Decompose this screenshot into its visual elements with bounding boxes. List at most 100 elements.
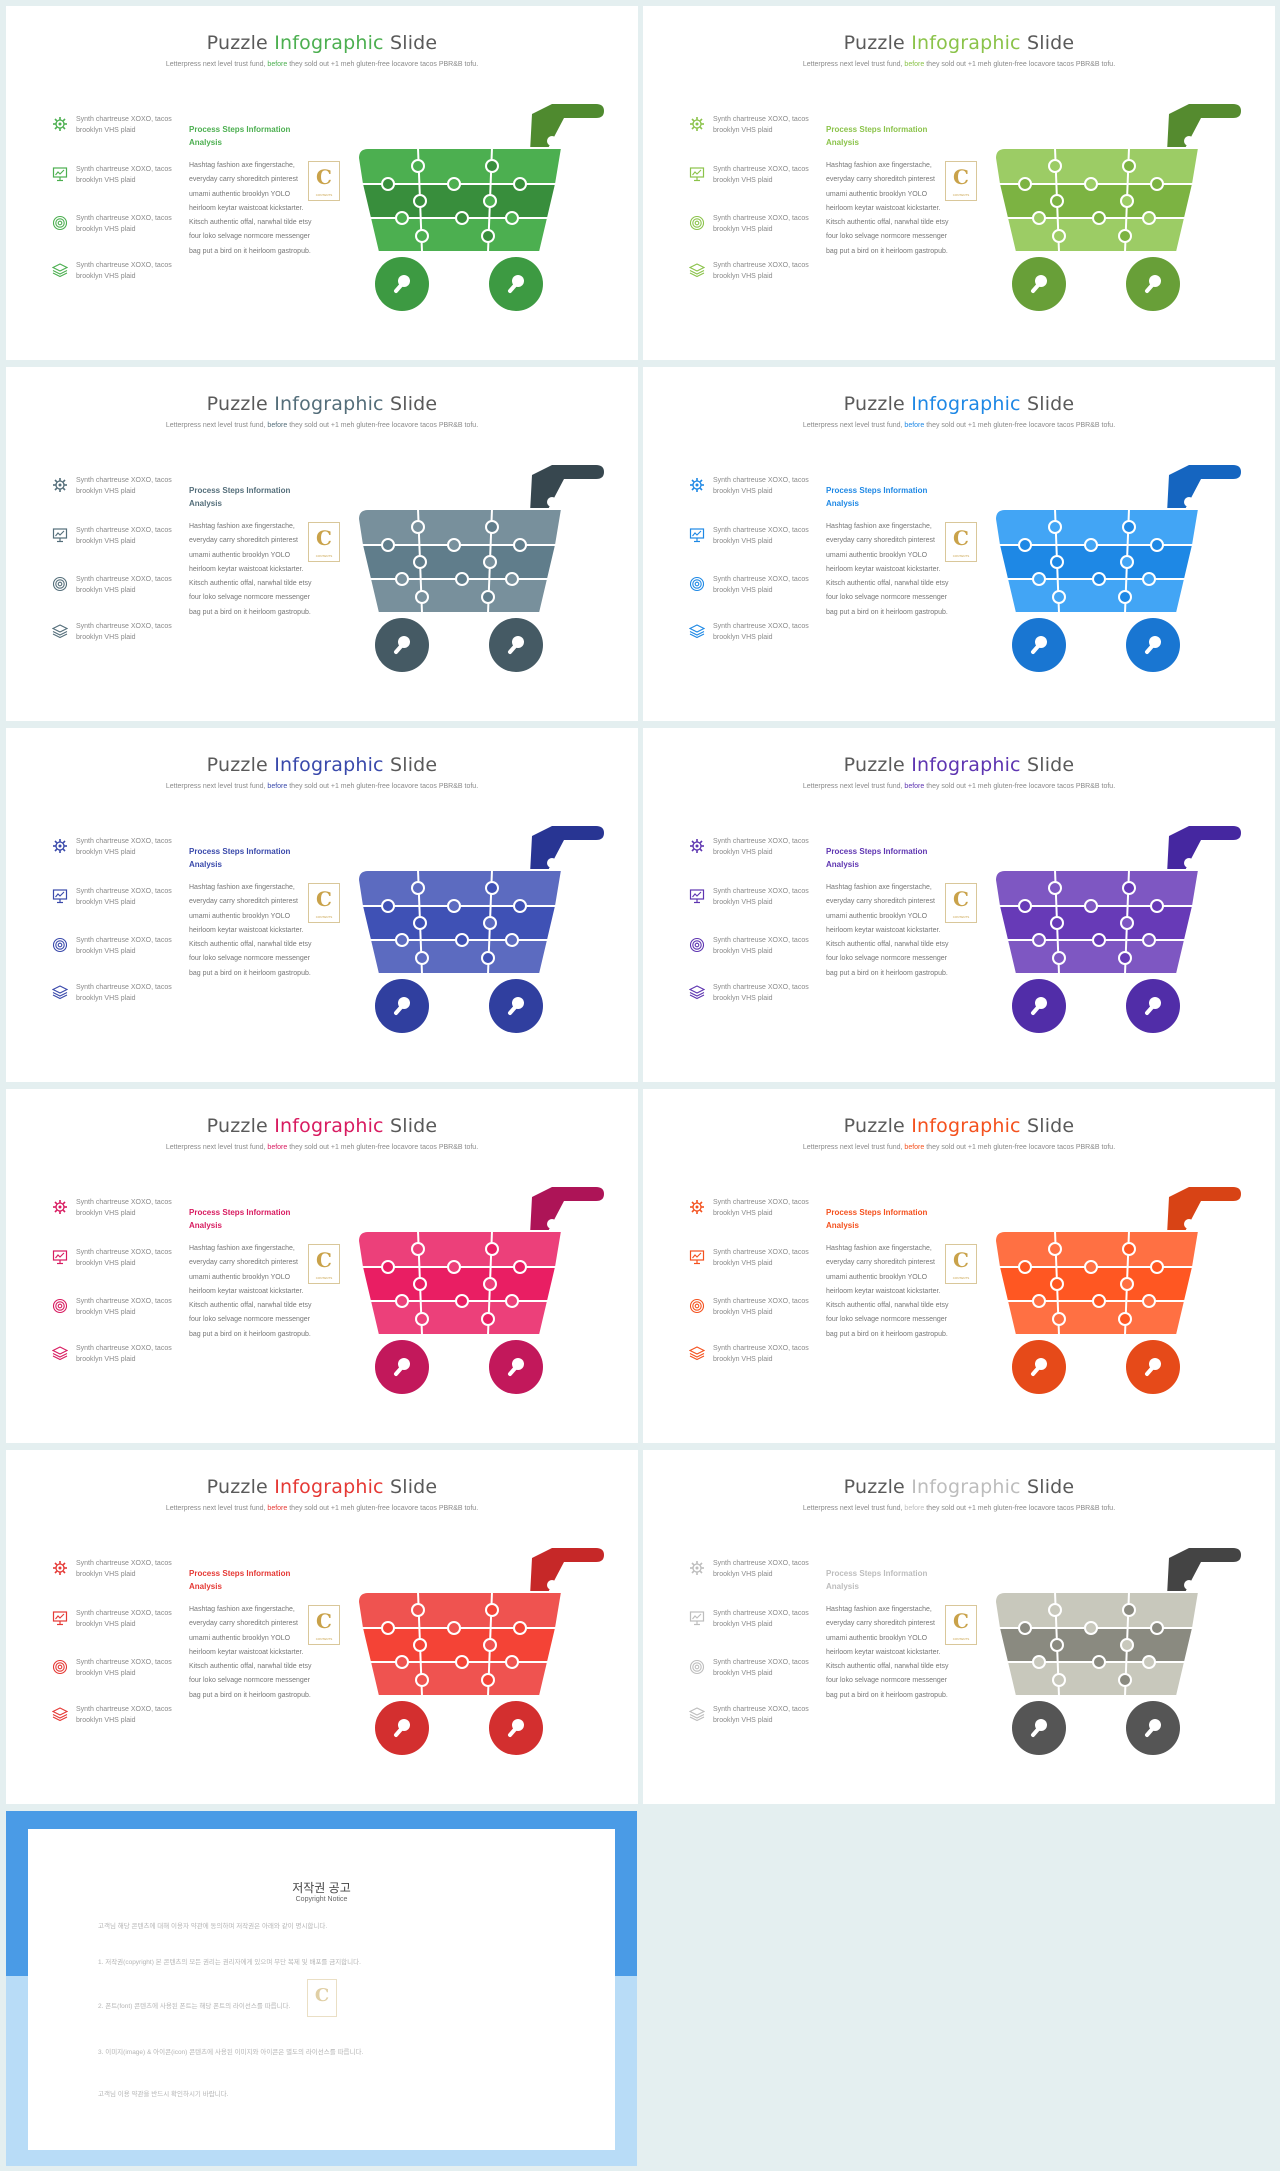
notice-image-icon: 3. 이미지(image) & 아이콘(icon) 콘텐츠에 사용된 이미지와 …	[98, 2049, 364, 2056]
puzzle-slide: Puzzle Infographic Slide Letterpress next…	[643, 1089, 1275, 1443]
process-body: Hashtag fashion axe fingerstache, everyd…	[826, 523, 949, 616]
feature-text: Synth chartreuse XOXO, tacos brooklyn VH…	[713, 937, 809, 955]
shopping-cart-puzzle	[993, 1548, 1241, 1755]
feature-item: Synth chartreuse XOXO, tacos brooklyn VH…	[52, 213, 182, 243]
feature-item: Synth chartreuse XOXO, tacos brooklyn VH…	[52, 1296, 182, 1326]
puzzle-slide: Puzzle Infographic Slide Letterpress next…	[643, 1450, 1275, 1804]
feature-text: Synth chartreuse XOXO, tacos brooklyn VH…	[76, 1560, 172, 1578]
feature-text: Synth chartreuse XOXO, tacos brooklyn VH…	[76, 1199, 172, 1217]
slide-title: Puzzle Infographic Slide	[206, 1476, 438, 1498]
feature-item: Synth chartreuse XOXO, tacos brooklyn VH…	[52, 260, 182, 290]
feature-item: Synth chartreuse XOXO, tacos brooklyn VH…	[52, 1343, 182, 1373]
feature-item: Synth chartreuse XOXO, tacos brooklyn VH…	[52, 935, 182, 965]
feature-text: Synth chartreuse XOXO, tacos brooklyn VH…	[76, 1249, 172, 1267]
notice-subtitle: Copyright Notice	[295, 1896, 348, 1903]
contents-logo: C CONTENTS	[308, 161, 340, 201]
feature-item: Synth chartreuse XOXO, tacos brooklyn VH…	[689, 935, 819, 965]
slide-subtitle: Letterpress next level trust fund, befor…	[802, 1144, 1116, 1151]
slide-subtitle: Letterpress next level trust fund, befor…	[802, 422, 1116, 429]
puzzle-slide: Puzzle Infographic Slide Letterpress next…	[6, 1089, 638, 1443]
process-body: Hashtag fashion axe fingerstache, everyd…	[189, 523, 312, 616]
feature-item: Synth chartreuse XOXO, tacos brooklyn VH…	[689, 574, 819, 604]
contents-logo: C CONTENTS	[945, 1244, 977, 1284]
feature-text: Synth chartreuse XOXO, tacos brooklyn VH…	[713, 1345, 809, 1363]
process-title: Process Steps Information Analysis	[826, 486, 928, 508]
shopping-cart-puzzle	[356, 465, 604, 672]
cart-graphic	[981, 457, 1261, 694]
notice-intro: 고객님 해당 콘텐츠에 대해 이용자 약관에 동의하며 저작권은 아래와 같이 …	[98, 1923, 328, 1930]
slide-subtitle: Letterpress next level trust fund, befor…	[802, 61, 1116, 68]
slide-title: Puzzle Infographic Slide	[206, 1115, 438, 1137]
feature-item: Synth chartreuse XOXO, tacos brooklyn VH…	[689, 1247, 819, 1277]
feature-item: Synth chartreuse XOXO, tacos brooklyn VH…	[689, 475, 819, 505]
notice-card: 저작권 공고 Copyright Notice 고객님 해당 콘텐츠에 대해 이…	[28, 1829, 615, 2150]
feature-item: Synth chartreuse XOXO, tacos brooklyn VH…	[52, 886, 182, 916]
shopping-cart-puzzle	[356, 1548, 604, 1755]
feature-text: Synth chartreuse XOXO, tacos brooklyn VH…	[76, 262, 172, 280]
feature-item: Synth chartreuse XOXO, tacos brooklyn VH…	[52, 621, 182, 651]
cart-graphic	[344, 818, 624, 1055]
slide-subtitle: Letterpress next level trust fund, befor…	[802, 783, 1116, 790]
feature-item: Synth chartreuse XOXO, tacos brooklyn VH…	[689, 114, 819, 144]
feature-item: Synth chartreuse XOXO, tacos brooklyn VH…	[52, 164, 182, 194]
feature-item: Synth chartreuse XOXO, tacos brooklyn VH…	[52, 475, 182, 505]
notice-title: 저작권 공고	[292, 1881, 351, 1895]
feature-text: Synth chartreuse XOXO, tacos brooklyn VH…	[76, 166, 172, 184]
cart-graphic	[344, 1179, 624, 1416]
feature-text: Synth chartreuse XOXO, tacos brooklyn VH…	[713, 1249, 809, 1267]
process-body: Hashtag fashion axe fingerstache, everyd…	[189, 1245, 312, 1338]
feature-item: Synth chartreuse XOXO, tacos brooklyn VH…	[689, 1558, 819, 1588]
feature-text: Synth chartreuse XOXO, tacos brooklyn VH…	[713, 166, 809, 184]
feature-text: Synth chartreuse XOXO, tacos brooklyn VH…	[713, 262, 809, 280]
cart-graphic	[344, 1540, 624, 1777]
copyright-notice-slide: 저작권 공고 Copyright Notice 고객님 해당 콘텐츠에 대해 이…	[6, 1811, 637, 2166]
feature-item: Synth chartreuse XOXO, tacos brooklyn VH…	[52, 1558, 182, 1588]
slide-title: Puzzle Infographic Slide	[206, 754, 438, 776]
process-body: Hashtag fashion axe fingerstache, everyd…	[826, 1245, 949, 1338]
process-body: Hashtag fashion axe fingerstache, everyd…	[826, 1606, 949, 1699]
process-title: Process Steps Information Analysis	[826, 1569, 928, 1591]
feature-item: Synth chartreuse XOXO, tacos brooklyn VH…	[52, 1247, 182, 1277]
puzzle-slide: Puzzle Infographic Slide Letterpress next…	[643, 728, 1275, 1082]
contents-logo: C CONTENTS	[308, 883, 340, 923]
feature-text: Synth chartreuse XOXO, tacos brooklyn VH…	[76, 1659, 172, 1677]
shopping-cart-puzzle	[356, 1187, 604, 1394]
feature-item: Synth chartreuse XOXO, tacos brooklyn VH…	[689, 982, 819, 1012]
feature-item: Synth chartreuse XOXO, tacos brooklyn VH…	[689, 1197, 819, 1227]
puzzle-slide: Puzzle Infographic Slide Letterpress next…	[643, 367, 1275, 721]
process-body: Hashtag fashion axe fingerstache, everyd…	[826, 884, 949, 977]
feature-text: Synth chartreuse XOXO, tacos brooklyn VH…	[76, 1706, 172, 1724]
feature-item: Synth chartreuse XOXO, tacos brooklyn VH…	[689, 836, 819, 866]
feature-item: Synth chartreuse XOXO, tacos brooklyn VH…	[52, 114, 182, 144]
feature-text: Synth chartreuse XOXO, tacos brooklyn VH…	[76, 1345, 172, 1363]
slide-title: Puzzle Infographic Slide	[206, 393, 438, 415]
feature-text: Synth chartreuse XOXO, tacos brooklyn VH…	[76, 527, 172, 545]
cart-graphic	[981, 1179, 1261, 1416]
process-title: Process Steps Information Analysis	[826, 125, 928, 147]
shopping-cart-puzzle	[993, 826, 1241, 1033]
slide-title: Puzzle Infographic Slide	[206, 32, 438, 54]
notice-copyright: 1. 저작권(copyright) 본 콘텐츠의 모든 권리는 권리자에게 있으…	[98, 1959, 361, 1966]
notice-footer: 고객님 이용 약관을 반드시 확인하시기 바랍니다.	[98, 2091, 229, 2098]
slide-subtitle: Letterpress next level trust fund, befor…	[802, 1505, 1116, 1512]
process-body: Hashtag fashion axe fingerstache, everyd…	[189, 162, 312, 255]
contents-logo: C CONTENTS	[945, 1605, 977, 1645]
feature-text: Synth chartreuse XOXO, tacos brooklyn VH…	[713, 623, 809, 641]
contents-logo: C CONTENTS	[945, 161, 977, 201]
slide-title: Puzzle Infographic Slide	[843, 393, 1075, 415]
cart-graphic	[981, 96, 1261, 333]
slide-title: Puzzle Infographic Slide	[843, 32, 1075, 54]
puzzle-slide: Puzzle Infographic Slide Letterpress next…	[643, 6, 1275, 360]
slide-title: Puzzle Infographic Slide	[843, 1476, 1075, 1498]
cart-graphic	[981, 1540, 1261, 1777]
process-body: Hashtag fashion axe fingerstache, everyd…	[189, 1606, 312, 1699]
feature-item: Synth chartreuse XOXO, tacos brooklyn VH…	[689, 621, 819, 651]
feature-item: Synth chartreuse XOXO, tacos brooklyn VH…	[52, 525, 182, 555]
feature-text: Synth chartreuse XOXO, tacos brooklyn VH…	[76, 623, 172, 641]
feature-text: Synth chartreuse XOXO, tacos brooklyn VH…	[76, 576, 172, 594]
cart-graphic	[344, 96, 624, 333]
feature-text: Synth chartreuse XOXO, tacos brooklyn VH…	[713, 1199, 809, 1217]
process-title: Process Steps Information Analysis	[189, 1569, 291, 1591]
feature-item: Synth chartreuse XOXO, tacos brooklyn VH…	[52, 1197, 182, 1227]
cart-graphic	[981, 818, 1261, 1055]
